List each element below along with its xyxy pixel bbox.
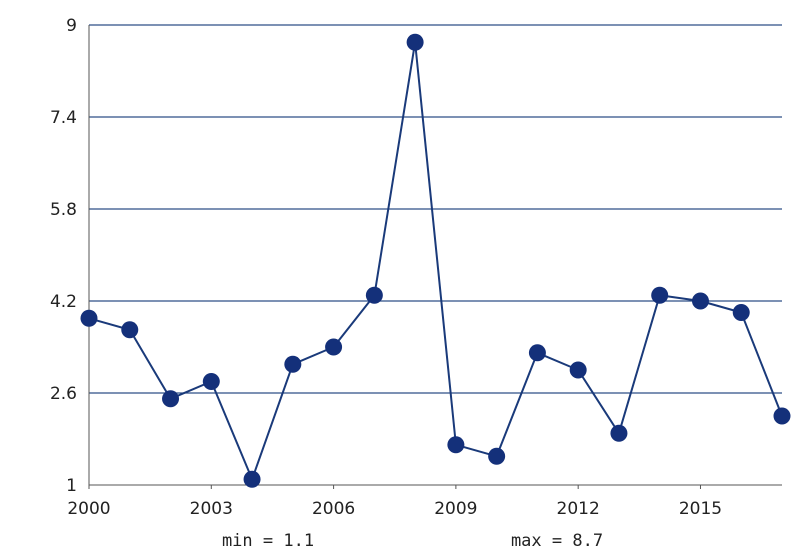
data-point	[732, 304, 750, 321]
y-tick-label: 2.6	[50, 384, 77, 404]
max-annotation: max = 8.7	[511, 531, 603, 551]
data-point	[610, 424, 628, 442]
x-tick-label: 2012	[557, 499, 600, 519]
min-annotation: min = 1.1	[222, 531, 314, 551]
data-point	[528, 344, 546, 362]
y-tick-label: 5.8	[50, 200, 77, 220]
data-point	[773, 407, 791, 425]
axes	[88, 25, 782, 486]
x-tick-label: 2009	[434, 499, 477, 519]
data-point	[325, 338, 343, 356]
data-point	[651, 286, 669, 304]
data-point	[243, 470, 261, 488]
x-tick-label: 2015	[679, 499, 722, 519]
data-point	[80, 309, 98, 327]
y-tick-labels: 1 2.6 4.2 5.8 7.4 9	[50, 16, 77, 496]
y-tick-label: 7.4	[50, 108, 77, 128]
data-point	[284, 355, 302, 373]
series-markers	[80, 33, 791, 488]
data-point	[447, 436, 465, 454]
x-tick-labels: 2000 2003 2006 2009 2012 2015	[67, 485, 722, 519]
series-line	[88, 41, 783, 481]
y-tick-label: 1	[66, 476, 77, 496]
data-point	[202, 373, 220, 390]
x-tick-label: 2006	[312, 499, 355, 519]
y-tick-label: 9	[66, 16, 77, 36]
data-point	[365, 286, 383, 304]
x-tick-label: 2000	[67, 499, 110, 519]
x-tick-label: 2003	[190, 499, 233, 519]
gridlines	[89, 24, 782, 394]
data-point	[162, 390, 180, 408]
y-tick-label: 4.2	[50, 292, 77, 312]
data-point	[691, 292, 709, 310]
data-point	[121, 321, 139, 339]
data-point	[569, 361, 587, 379]
data-point	[406, 33, 424, 51]
data-point	[488, 447, 506, 465]
